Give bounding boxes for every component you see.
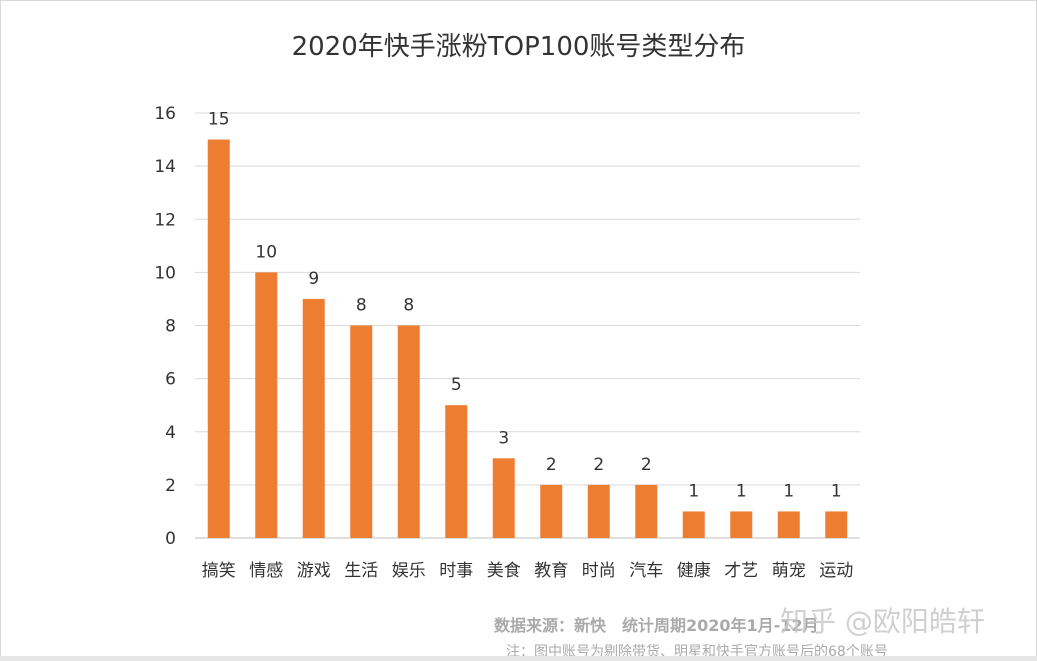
data-label: 1 — [831, 481, 842, 501]
x-tick-label: 汽车 — [629, 561, 663, 581]
watermark: 知乎 @欧阳皓轩 — [780, 605, 985, 638]
bar — [445, 405, 468, 538]
x-tick-label: 搞笑 — [202, 561, 236, 581]
data-label: 2 — [641, 455, 652, 475]
bar — [682, 511, 705, 538]
bar — [540, 484, 563, 538]
bar — [350, 325, 373, 538]
y-tick-label: 0 — [165, 529, 176, 549]
y-tick-label: 16 — [154, 104, 176, 124]
x-tick-label: 健康 — [677, 561, 711, 581]
data-label: 3 — [498, 428, 509, 448]
bar — [825, 511, 848, 538]
y-tick-label: 14 — [154, 157, 176, 177]
y-tick-label: 8 — [165, 317, 176, 337]
x-tick-label: 时尚 — [582, 561, 616, 581]
x-tick-label: 娱乐 — [392, 561, 426, 581]
data-label: 9 — [308, 269, 319, 289]
x-tick-label: 时事 — [439, 561, 473, 581]
data-label: 10 — [255, 242, 277, 262]
y-tick-label: 6 — [165, 370, 176, 390]
bar — [397, 325, 420, 538]
y-tick-label: 2 — [165, 476, 176, 496]
x-tick-label: 才艺 — [724, 561, 758, 581]
x-tick-label: 运动 — [819, 561, 853, 581]
x-tick-label: 情感 — [249, 561, 283, 581]
data-label: 1 — [783, 481, 794, 501]
bar — [777, 511, 800, 538]
data-source: 数据来源：新快 统计周期2020年1月-12月 — [494, 616, 819, 635]
bar — [635, 484, 658, 538]
x-tick-label: 教育 — [534, 561, 568, 581]
bar — [587, 484, 610, 538]
bar — [302, 298, 325, 538]
bar — [730, 511, 753, 538]
y-tick-label: 10 — [154, 263, 176, 283]
data-label: 8 — [403, 296, 414, 316]
bar — [255, 272, 278, 538]
data-label: 2 — [593, 455, 604, 475]
y-tick-label: 12 — [154, 210, 176, 230]
data-label: 1 — [688, 481, 699, 501]
bottom-border — [0, 656, 1037, 661]
data-label: 15 — [208, 110, 230, 130]
data-label: 2 — [546, 455, 557, 475]
data-label: 1 — [736, 481, 747, 501]
data-label: 8 — [356, 296, 367, 316]
x-tick-label: 生活 — [344, 561, 378, 581]
x-tick-label: 萌宠 — [772, 561, 806, 581]
x-tick-label: 美食 — [487, 561, 521, 581]
bar — [207, 139, 230, 538]
chart-title: 2020年快手涨粉TOP100账号类型分布 — [291, 32, 746, 62]
data-label: 5 — [451, 375, 462, 395]
bar — [492, 458, 515, 538]
y-tick-label: 4 — [165, 423, 176, 443]
x-tick-label: 游戏 — [297, 561, 331, 581]
